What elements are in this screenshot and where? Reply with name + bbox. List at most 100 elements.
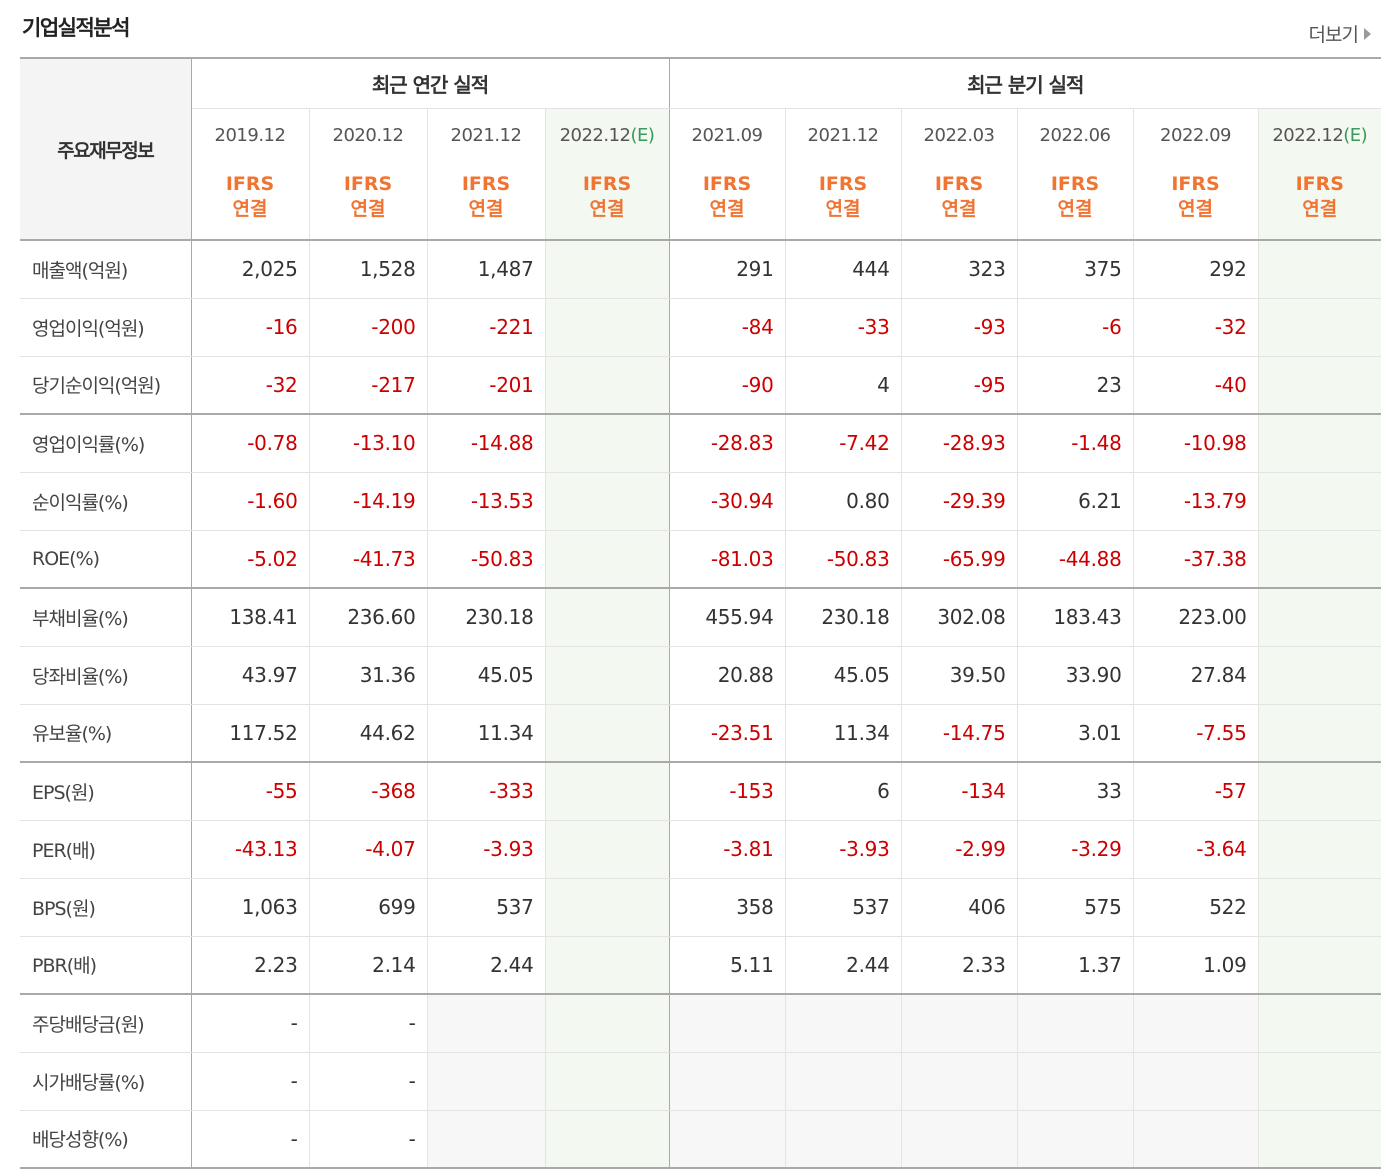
table-cell: 3.01 bbox=[1016, 703, 1134, 763]
table-cell: -10.98 bbox=[1132, 413, 1259, 473]
period-header: 2022.12(E) bbox=[1257, 107, 1382, 162]
period-header: 2021.12 bbox=[784, 107, 902, 162]
table-row: 당좌비율(%) 43.97 31.36 45.05 20.88 45.05 39.50 33.… bbox=[20, 645, 1382, 705]
accounting-standard: IFRS 연결 bbox=[191, 162, 310, 241]
standard-label: 연결 bbox=[941, 198, 977, 220]
row-label: 당기순이익(억원) bbox=[20, 355, 192, 415]
table-cell: -55 bbox=[190, 761, 310, 821]
table-cell: -13.53 bbox=[426, 471, 546, 531]
table-cell: -3.93 bbox=[784, 819, 902, 879]
period-header: 2022.12(E) bbox=[544, 107, 670, 162]
table-row: 순이익률(%) -1.60 -14.19 -13.53 -30.94 0.80 -29.39… bbox=[20, 471, 1382, 531]
table-cell: -16 bbox=[190, 297, 310, 357]
row-label: 시가배당률(%) bbox=[20, 1051, 192, 1111]
row-label: 순이익률(%) bbox=[20, 471, 192, 531]
table-row: 당기순이익(억원) -32 -217 -201 -90 4 -95 23 -40 bbox=[20, 355, 1382, 415]
table-cell bbox=[1257, 413, 1382, 473]
table-cell: 33 bbox=[1016, 761, 1134, 821]
table-cell bbox=[544, 645, 670, 705]
table-cell: 1,528 bbox=[308, 239, 428, 299]
standard-label: IFRS bbox=[818, 173, 868, 195]
table-cell bbox=[1132, 1051, 1259, 1111]
period-date: 2019.12 bbox=[214, 124, 286, 146]
period-date: 2022.03 bbox=[923, 124, 995, 146]
table-cell bbox=[668, 993, 786, 1053]
table-row: PER(배) -43.13 -4.07 -3.93 -3.81 -3.93 -2.99 -3.… bbox=[20, 819, 1382, 879]
table-cell: 2.14 bbox=[308, 935, 428, 995]
table-cell bbox=[544, 239, 670, 299]
table-cell: 2.44 bbox=[426, 935, 546, 995]
row-label: BPS(원) bbox=[20, 877, 192, 937]
standard-label: IFRS bbox=[702, 173, 752, 195]
row-label: 주당배당금(원) bbox=[20, 993, 192, 1053]
group-annual-header: 최근 연간 실적 bbox=[190, 57, 670, 109]
table-cell: 6.21 bbox=[1016, 471, 1134, 531]
table-cell: 11.34 bbox=[784, 703, 902, 763]
table-cell: 406 bbox=[900, 877, 1018, 937]
table-cell: -93 bbox=[900, 297, 1018, 357]
table-cell bbox=[1257, 877, 1382, 937]
table-cell bbox=[1257, 703, 1382, 763]
table-cell: 236.60 bbox=[308, 587, 428, 647]
standard-label: 연결 bbox=[589, 198, 625, 220]
accounting-standard: IFRS 연결 bbox=[426, 162, 546, 241]
table-cell bbox=[544, 471, 670, 531]
table-cell bbox=[1257, 1051, 1382, 1111]
table-row: 부채비율(%) 138.41 236.60 230.18 455.94 230.18 302… bbox=[20, 587, 1382, 647]
table-cell bbox=[1257, 239, 1382, 299]
table-cell: 6 bbox=[784, 761, 902, 821]
table-cell: -32 bbox=[1132, 297, 1259, 357]
row-label: 영업이익(억원) bbox=[20, 297, 192, 357]
table-cell: 117.52 bbox=[190, 703, 310, 763]
table-cell: - bbox=[308, 1051, 428, 1111]
table-row: 매출액(억원) 2,025 1,528 1,487 291 444 323 375 292 bbox=[20, 239, 1382, 299]
table-cell: 5.11 bbox=[668, 935, 786, 995]
row-label: 매출액(억원) bbox=[20, 239, 192, 299]
standard-label: 연결 bbox=[1178, 198, 1213, 220]
table-cell: -43.13 bbox=[190, 819, 310, 879]
table-cell: -7.55 bbox=[1132, 703, 1259, 763]
table-cell bbox=[1257, 819, 1382, 879]
row-label: 영업이익률(%) bbox=[20, 413, 192, 473]
table-cell: 33.90 bbox=[1016, 645, 1134, 705]
table-cell: 27.84 bbox=[1132, 645, 1259, 705]
period-header: 2019.12 bbox=[191, 107, 310, 162]
table-cell: 1,063 bbox=[190, 877, 310, 937]
period-date: 2020.12 bbox=[332, 124, 404, 146]
table-row: 시가배당률(%) - - bbox=[20, 1051, 1382, 1111]
table-cell: 20.88 bbox=[668, 645, 786, 705]
table-row: 주당배당금(원) - - bbox=[20, 993, 1382, 1053]
table-cell bbox=[1132, 1109, 1259, 1169]
table-cell: 291 bbox=[668, 239, 786, 299]
table-cell bbox=[1257, 993, 1382, 1053]
table-cell: -3.93 bbox=[426, 819, 546, 879]
corner-label: 주요재무정보 bbox=[20, 57, 192, 241]
table-row: 유보율(%) 117.52 44.62 11.34 -23.51 11.34 -14.75 3… bbox=[20, 703, 1382, 763]
table-row: ROE(%) -5.02 -41.73 -50.83 -81.03 -50.83 -65.9… bbox=[20, 529, 1382, 589]
row-label: 부채비율(%) bbox=[20, 587, 192, 647]
table-cell bbox=[544, 819, 670, 879]
standard-label: IFRS bbox=[1295, 173, 1344, 195]
table-cell bbox=[1257, 935, 1382, 995]
period-date: 2022.09 bbox=[1160, 124, 1231, 146]
row-label: 배당성향(%) bbox=[20, 1109, 192, 1169]
table-cell: 323 bbox=[900, 239, 1018, 299]
table-cell bbox=[544, 297, 670, 357]
accounting-standard: IFRS 연결 bbox=[668, 162, 786, 241]
table-cell: -3.64 bbox=[1132, 819, 1259, 879]
table-cell bbox=[544, 703, 670, 763]
more-label: 더보기 bbox=[1308, 24, 1359, 46]
table-cell: -14.88 bbox=[426, 413, 546, 473]
accounting-standard: IFRS 연결 bbox=[1257, 162, 1382, 241]
table-cell: 23 bbox=[1016, 355, 1134, 415]
section-title: 기업실적분석 bbox=[22, 16, 130, 40]
standard-label: 연결 bbox=[1302, 198, 1338, 220]
standard-label: 연결 bbox=[1057, 198, 1093, 220]
standard-label: IFRS bbox=[225, 173, 275, 195]
table-cell: 292 bbox=[1132, 239, 1259, 299]
standard-label: IFRS bbox=[934, 173, 984, 195]
table-cell: 31.36 bbox=[308, 645, 428, 705]
table-cell: -57 bbox=[1132, 761, 1259, 821]
more-link[interactable]: 더보기 bbox=[1309, 20, 1371, 47]
table-cell: 2,025 bbox=[190, 239, 310, 299]
